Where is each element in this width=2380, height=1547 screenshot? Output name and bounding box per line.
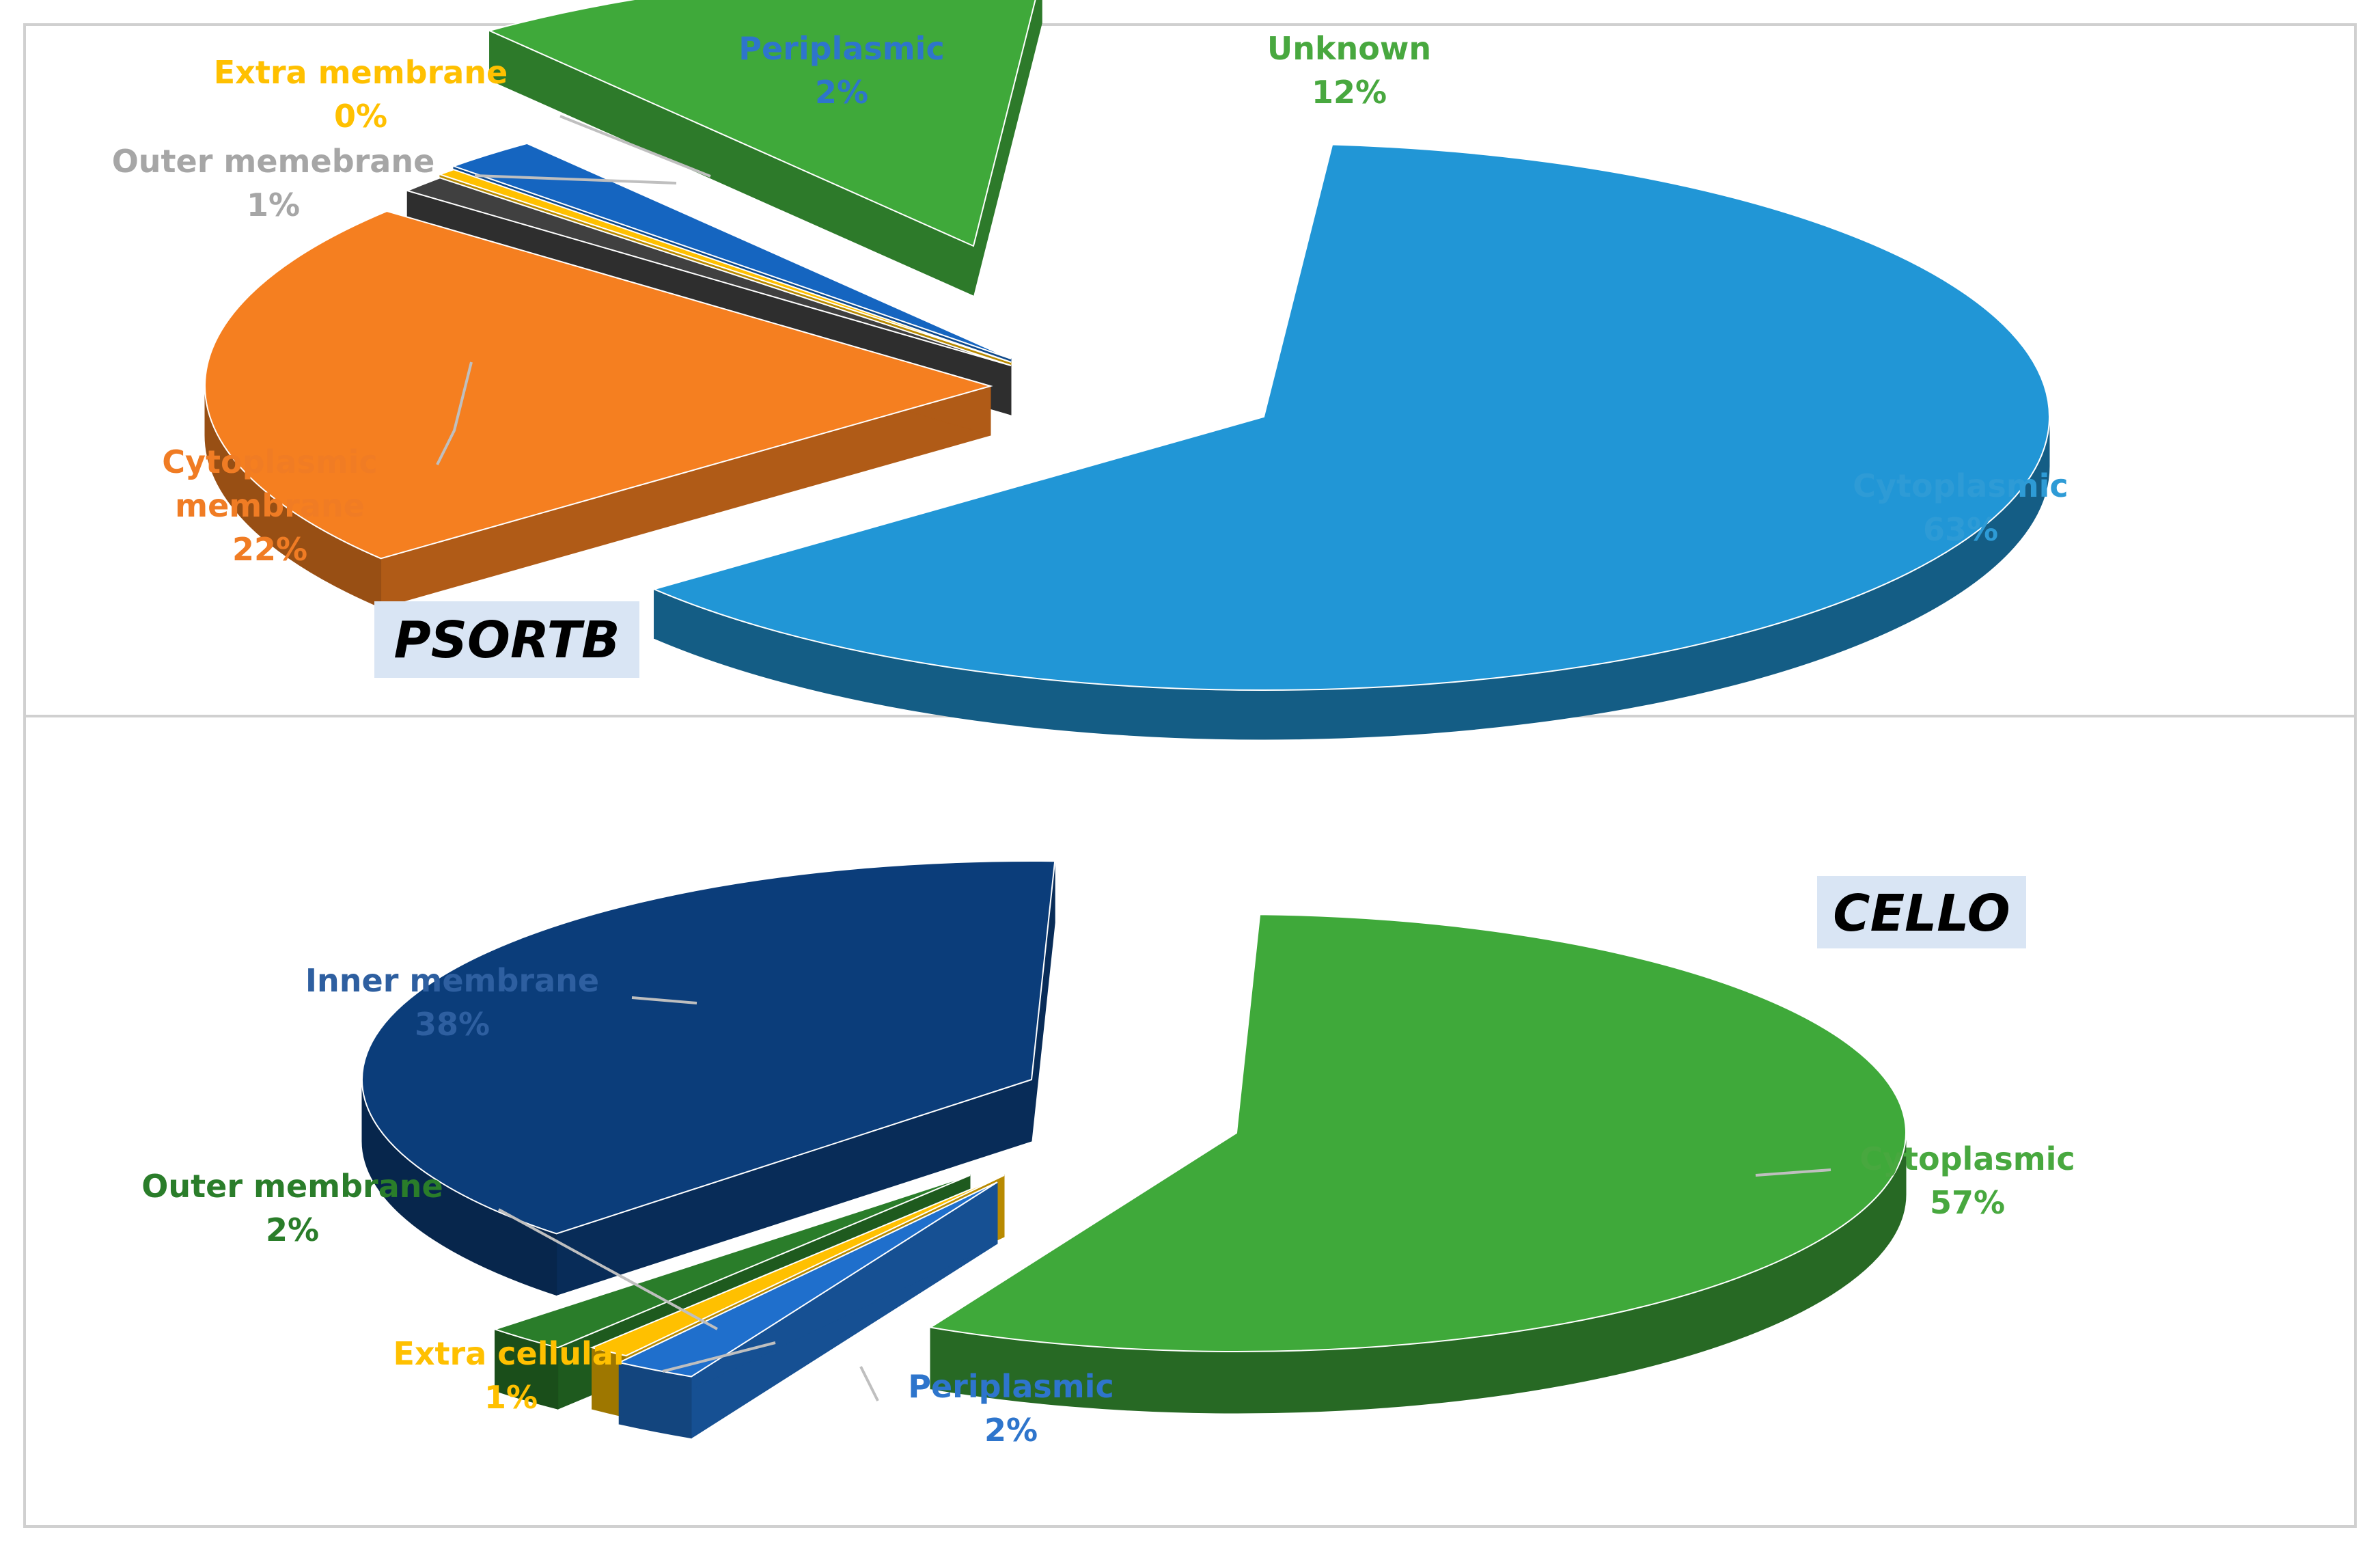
psortb-pie-chart: Cytoplasmic 63% Cytoplasmic membrane 22% Oute… <box>112 0 2068 740</box>
psortb-percent-extra-membrane: 0% <box>334 98 387 135</box>
psortb-leader-cytoplasmic-membrane <box>436 361 473 465</box>
cello-leader-cytoplasmic <box>1755 1168 1831 1177</box>
psortb-slice-unknown <box>487 0 1042 296</box>
psortb-title: PSORTB <box>374 601 639 678</box>
cello-slice-cytoplasmic <box>928 914 1907 1414</box>
psortb-leader-extra-membrane <box>559 115 711 178</box>
psortb-label-text-unknown: Unknown <box>1267 30 1431 67</box>
cello-label-cytoplasmic: Cytoplasmic 57% <box>1755 1140 2075 1221</box>
psortb-label-extra-membrane: Extra membrane 0% <box>214 54 711 178</box>
psortb-label-unknown: Unknown 12% <box>1267 30 1431 111</box>
cello-label-text-extra-cellular: Extra cellular <box>393 1335 628 1372</box>
psortb-percent-outer-memebrane: 1% <box>247 187 300 223</box>
psortb-slice-cytoplasmic-membrane <box>204 210 993 609</box>
psortb-percent-cytoplasmic: 63% <box>1923 511 1998 548</box>
psortb-title-text: PSORTB <box>394 611 620 670</box>
cello-percent-outer-membrane: 2% <box>266 1211 319 1248</box>
cello-leader-inner-membrane <box>631 996 697 1004</box>
cello-label-periplasmic: Periplasmic 2% <box>859 1366 1114 1449</box>
psortb-label-text-cytoplasmic-membrane-0: Cytoplasmic <box>162 443 377 480</box>
cello-label-text-periplasmic: Periplasmic <box>908 1368 1113 1405</box>
cello-slice-inner-membrane <box>361 860 1056 1296</box>
psortb-label-text-outer-memebrane: Outer memebrane <box>112 143 435 180</box>
psortb-label-periplasmic: Periplasmic 2% <box>738 30 944 111</box>
cello-label-text-inner-membrane: Inner membrane <box>305 962 599 999</box>
psortb-percent-periplasmic: 2% <box>815 74 868 111</box>
cello-pie-chart: Cytoplasmic 57% Periplasmic 2% Extra cellula… <box>141 860 2075 1449</box>
psortb-label-text-extra-membrane: Extra membrane <box>214 54 508 91</box>
cello-label-extra-cellular: Extra cellular 1% <box>393 1335 776 1416</box>
psortb-slice-cytoplasmic <box>652 143 2050 740</box>
cello-leader-extra-cellular <box>662 1341 776 1373</box>
cello-percent-extra-cellular: 1% <box>484 1379 538 1416</box>
cello-title-text: CELLO <box>1833 884 2010 943</box>
cello-leader-outer-membrane <box>498 1208 718 1330</box>
psortb-label-cytoplasmic-membrane: Cytoplasmic membrane 22% <box>162 361 473 568</box>
psortb-percent-cytoplasmic-membrane: 22% <box>232 531 307 568</box>
psortb-label-text-periplasmic: Periplasmic <box>738 30 944 67</box>
cello-label-inner-membrane: Inner membrane 38% <box>305 962 697 1043</box>
psortb-label-text-cytoplasmic: Cytoplasmic <box>1853 467 2068 504</box>
cello-label-text-outer-membrane: Outer membrane <box>141 1168 443 1205</box>
psortb-label-cytoplasmic: Cytoplasmic 63% <box>1853 467 2068 548</box>
psortb-label-text-cytoplasmic-membrane-1: membrane <box>175 487 365 524</box>
cello-leader-periplasmic <box>859 1366 879 1401</box>
psortb-leader-outer-memebrane <box>474 174 677 184</box>
psortb-percent-unknown: 12% <box>1312 74 1387 111</box>
cello-label-outer-membrane: Outer membrane 2% <box>141 1168 718 1330</box>
cello-percent-periplasmic: 2% <box>984 1412 1038 1449</box>
cello-percent-cytoplasmic: 57% <box>1930 1184 2005 1221</box>
cello-percent-inner-membrane: 38% <box>415 1006 490 1043</box>
psortb-label-outer-memebrane: Outer memebrane 1% <box>112 143 677 223</box>
cello-title: CELLO <box>1817 876 2026 948</box>
cello-label-text-cytoplasmic: Cytoplasmic <box>1859 1140 2075 1177</box>
